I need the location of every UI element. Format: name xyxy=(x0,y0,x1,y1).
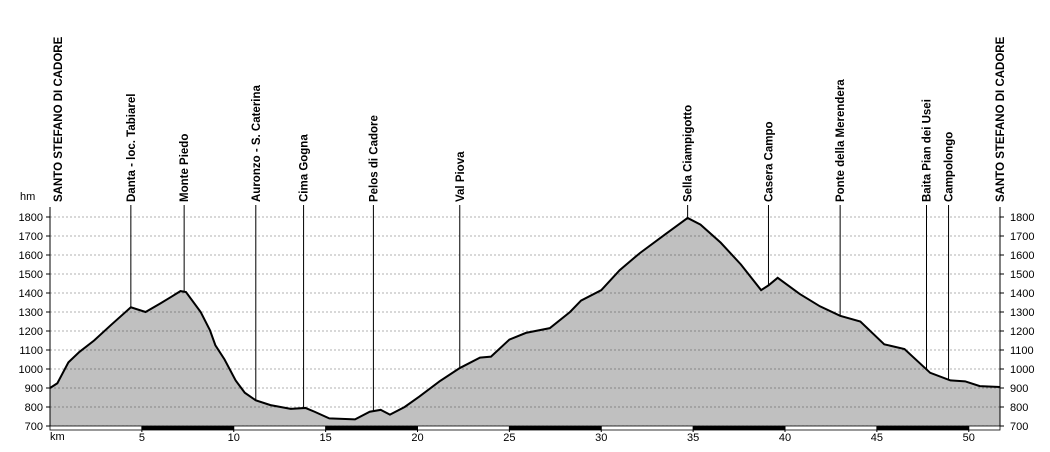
x-tick-label: 40 xyxy=(779,432,791,444)
y-tick-label: 1200 xyxy=(19,326,43,338)
waypoint-label: Auronzo - S. Caterina xyxy=(251,84,263,202)
profile-line xyxy=(49,216,1001,421)
x-tick-label: 15 xyxy=(320,432,332,444)
x-tick-label: 50 xyxy=(963,432,975,444)
y2-tick-label: 800 xyxy=(1010,402,1028,414)
y-tick-label: 1500 xyxy=(19,269,43,281)
x-tick-label: 35 xyxy=(687,432,699,444)
waypoint-label: Casera Campo xyxy=(763,121,775,202)
waypoint-label: Sella Ciampigotto xyxy=(683,105,695,202)
waypoint-label: Cima Gogna xyxy=(299,134,311,202)
y-axis-title: hm xyxy=(20,191,35,203)
x-axis-band xyxy=(141,426,234,430)
waypoint-label: Ponte della Merendera xyxy=(835,79,847,202)
y2-tick-label: 1300 xyxy=(1010,307,1034,319)
y2-tick-label: 1400 xyxy=(1010,288,1034,300)
y2-tick-label: 1700 xyxy=(1010,231,1034,243)
x-axis-band xyxy=(325,426,418,430)
y-tick-label: 1400 xyxy=(19,288,43,300)
y2-tick-label: 1600 xyxy=(1010,250,1034,262)
y2-tick-label: 1200 xyxy=(1010,326,1034,338)
y2-tick-label: 1800 xyxy=(1010,212,1034,224)
waypoint-label: Val Piova xyxy=(455,151,467,202)
x-tick-label: 20 xyxy=(411,432,423,444)
x-tick-label: 45 xyxy=(871,432,883,444)
y-tick-label: 1100 xyxy=(19,345,43,357)
x-tick-label: 25 xyxy=(503,432,515,444)
y2-tick-label: 700 xyxy=(1010,421,1028,433)
y2-tick-label: 1000 xyxy=(1010,364,1034,376)
x-axis-band xyxy=(509,426,602,430)
y2-tick-label: 900 xyxy=(1010,383,1028,395)
y-tick-label: 1800 xyxy=(19,212,43,224)
waypoint-label: Pelos di Cadore xyxy=(368,115,380,202)
x-axis-title: km xyxy=(50,431,65,443)
profile-area xyxy=(50,217,1000,426)
x-tick-label: 10 xyxy=(228,432,240,444)
waypoint-label: Danta - loc. Tabiarel xyxy=(126,94,138,202)
waypoint-label: Campolongo xyxy=(944,132,956,202)
y-tick-label: 1700 xyxy=(19,231,43,243)
y-tick-label: 1300 xyxy=(19,307,43,319)
y-tick-label: 1600 xyxy=(19,250,43,262)
x-axis-band xyxy=(876,426,969,430)
waypoint-label: SANTO STEFANO DI CADORE xyxy=(995,36,1007,202)
x-axis-band xyxy=(693,426,786,430)
x-tick-label: 5 xyxy=(139,432,145,444)
y-tick-label: 900 xyxy=(25,383,43,395)
y2-tick-label: 1100 xyxy=(1010,345,1034,357)
waypoint-label: Monte Piedo xyxy=(179,134,191,202)
y2-tick-label: 1500 xyxy=(1010,269,1034,281)
x-tick-label: 30 xyxy=(595,432,607,444)
waypoint-label: SANTO STEFANO DI CADORE xyxy=(53,36,65,202)
waypoint-label: Baita Pian dei Usei xyxy=(921,99,933,202)
y-tick-label: 800 xyxy=(25,402,43,414)
y-tick-label: 1000 xyxy=(19,364,43,376)
y-tick-label: 700 xyxy=(25,421,43,433)
